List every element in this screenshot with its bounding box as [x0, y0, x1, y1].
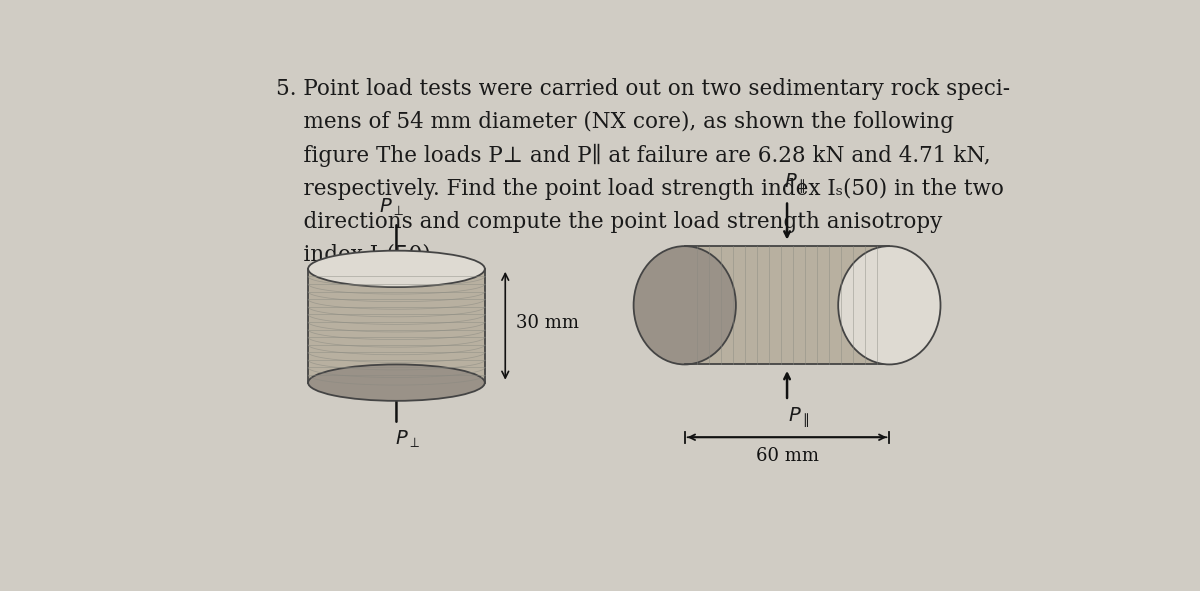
Polygon shape — [685, 246, 889, 365]
Text: 60 mm: 60 mm — [756, 447, 818, 465]
Text: index Iₐ(50).: index Iₐ(50). — [276, 244, 437, 266]
Text: $P_\perp$: $P_\perp$ — [379, 197, 404, 218]
Ellipse shape — [308, 365, 485, 401]
Ellipse shape — [839, 246, 941, 365]
Text: $P_\perp$: $P_\perp$ — [395, 429, 420, 450]
Text: 30 mm: 30 mm — [516, 314, 580, 333]
Ellipse shape — [308, 251, 485, 287]
Ellipse shape — [634, 246, 736, 365]
Text: mens of 54 mm diameter (NX core), as shown the following: mens of 54 mm diameter (NX core), as sho… — [276, 111, 954, 133]
Text: $P_\parallel$: $P_\parallel$ — [787, 405, 809, 430]
Text: 5. Point load tests were carried out on two sedimentary rock speci-: 5. Point load tests were carried out on … — [276, 78, 1009, 100]
Text: respectively. Find the point load strength index Iₛ(50) in the two: respectively. Find the point load streng… — [276, 177, 1003, 200]
Text: figure The loads P⊥ and P∥ at failure are 6.28 kN and 4.71 kN,: figure The loads P⊥ and P∥ at failure ar… — [276, 144, 990, 167]
Polygon shape — [308, 269, 485, 382]
Text: directions and compute the point load strength anisotropy: directions and compute the point load st… — [276, 210, 942, 233]
Text: $P_\parallel$: $P_\parallel$ — [784, 171, 805, 196]
